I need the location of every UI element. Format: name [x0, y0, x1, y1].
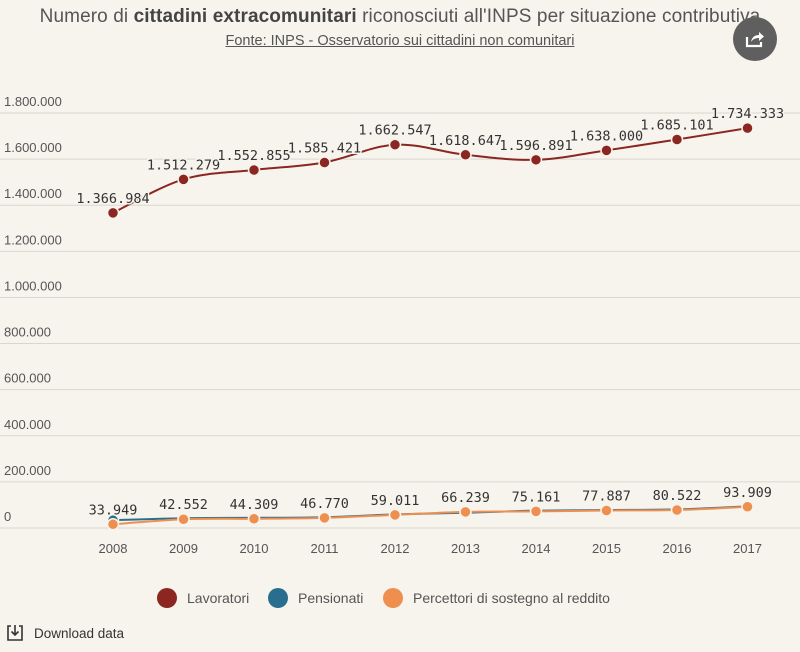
data-point-lavoratori — [177, 173, 190, 186]
title-bold: cittadini extracomunitari — [133, 6, 357, 27]
data-point-percettori — [459, 505, 472, 519]
share-button[interactable] — [733, 17, 777, 61]
data-point-percettori — [388, 508, 402, 522]
data-label-percettori: 77.887 — [582, 488, 631, 504]
data-point-lavoratori — [600, 144, 613, 157]
data-label-lavoratori: 1.638.000 — [570, 128, 643, 144]
data-point-lavoratori — [529, 153, 543, 167]
data-label-lavoratori: 1.662.547 — [358, 123, 431, 139]
x-tick-label: 2014 — [522, 541, 551, 556]
y-tick-label: 1.000.000 — [4, 278, 62, 293]
data-point-lavoratori — [247, 163, 261, 177]
data-label-percettori: 93.909 — [723, 485, 772, 501]
series-line-lavoratori — [112, 127, 748, 214]
data-label-percettori: 44.309 — [230, 497, 279, 513]
data-label-percettori: 66.239 — [441, 490, 490, 506]
legend: Lavoratori Pensionati Percettori di sost… — [0, 588, 800, 612]
data-point-percettori — [600, 504, 613, 517]
y-tick-label: 800.000 — [4, 325, 51, 340]
data-label-percettori: 80.522 — [653, 488, 702, 504]
x-tick-label: 2012 — [381, 541, 410, 556]
legend-swatch-pensionati — [268, 588, 288, 608]
y-tick-label: 1.800.000 — [4, 94, 62, 109]
download-data-button[interactable]: Download data — [6, 624, 124, 642]
data-label-lavoratori: 1.685.101 — [640, 117, 713, 133]
y-tick-label: 400.000 — [4, 417, 51, 432]
data-point-lavoratori — [459, 148, 472, 162]
x-tick-label: 2015 — [592, 541, 621, 556]
x-tick-label: 2013 — [451, 541, 480, 556]
chart-subtitle[interactable]: Fonte: INPS - Osservatorio sui cittadini… — [225, 33, 575, 49]
x-tick-label: 2011 — [311, 541, 339, 556]
legend-item-lavoratori[interactable]: Lavoratori — [157, 588, 249, 608]
line-chart: 0 200.000 400.000 600.000 800.000 1.000.000 1.… — [0, 94, 800, 556]
data-label-percettori: 46.770 — [300, 496, 349, 512]
data-point-percettori — [106, 518, 120, 531]
data-point-lavoratori — [388, 138, 402, 151]
x-tick-label: 2017 — [733, 541, 762, 556]
data-label-lavoratori: 1.552.855 — [217, 148, 290, 164]
data-point-percettori — [670, 503, 684, 517]
y-tick-label: 1.200.000 — [4, 232, 62, 247]
data-point-percettori — [529, 505, 543, 518]
legend-item-pensionati[interactable]: Pensionati — [268, 588, 363, 608]
y-tick-label: 0 — [4, 509, 11, 524]
data-point-lavoratori — [670, 133, 684, 146]
y-tick-label: 600.000 — [4, 371, 51, 386]
data-point-lavoratori — [741, 121, 754, 135]
x-tick-label: 2010 — [240, 541, 269, 556]
download-icon — [7, 625, 23, 641]
data-point-percettori — [177, 512, 190, 526]
data-label-lavoratori: 1.596.891 — [499, 138, 572, 154]
legend-swatch-lavoratori — [157, 588, 177, 608]
share-icon — [745, 32, 764, 48]
data-label-lavoratori: 1.366.984 — [76, 191, 149, 207]
chart-title: Numero di cittadini extracomunitari rico… — [0, 6, 800, 28]
data-label-lavoratori: 1.618.647 — [429, 133, 502, 149]
data-label-percettori: 33.949 — [89, 502, 138, 518]
title-prefix: Numero di — [39, 6, 134, 27]
download-label: Download data — [34, 625, 125, 641]
series-line-percettori — [112, 505, 748, 526]
y-tick-label: 1.600.000 — [4, 140, 62, 155]
data-point-lavoratori — [318, 156, 331, 169]
data-point-percettori — [247, 512, 261, 526]
x-tick-label: 2008 — [99, 541, 128, 556]
title-suffix: riconosciuti all'INPS per situazione con… — [356, 6, 761, 27]
data-label-lavoratori: 1.734.333 — [711, 106, 784, 122]
data-point-percettori — [741, 500, 754, 514]
y-tick-label: 200.000 — [4, 463, 51, 478]
legend-item-percettori[interactable]: Percettori di sostegno al reddito — [383, 588, 610, 608]
y-tick-label: 1.400.000 — [4, 186, 62, 201]
data-point-percettori — [318, 511, 331, 525]
data-label-lavoratori: 1.585.421 — [288, 140, 361, 156]
legend-label-pensionati: Pensionati — [298, 590, 364, 606]
x-tick-label: 2016 — [663, 541, 692, 556]
legend-label-percettori: Percettori di sostegno al reddito — [413, 590, 610, 606]
data-label-percettori: 75.161 — [512, 489, 561, 505]
data-label-lavoratori: 1.512.279 — [147, 157, 220, 173]
legend-label-lavoratori: Lavoratori — [187, 590, 250, 606]
data-label-percettori: 42.552 — [159, 497, 208, 513]
x-tick-label: 2009 — [169, 541, 198, 556]
data-label-percettori: 59.011 — [371, 493, 420, 509]
legend-swatch-percettori — [383, 588, 403, 608]
data-point-lavoratori — [106, 206, 120, 220]
